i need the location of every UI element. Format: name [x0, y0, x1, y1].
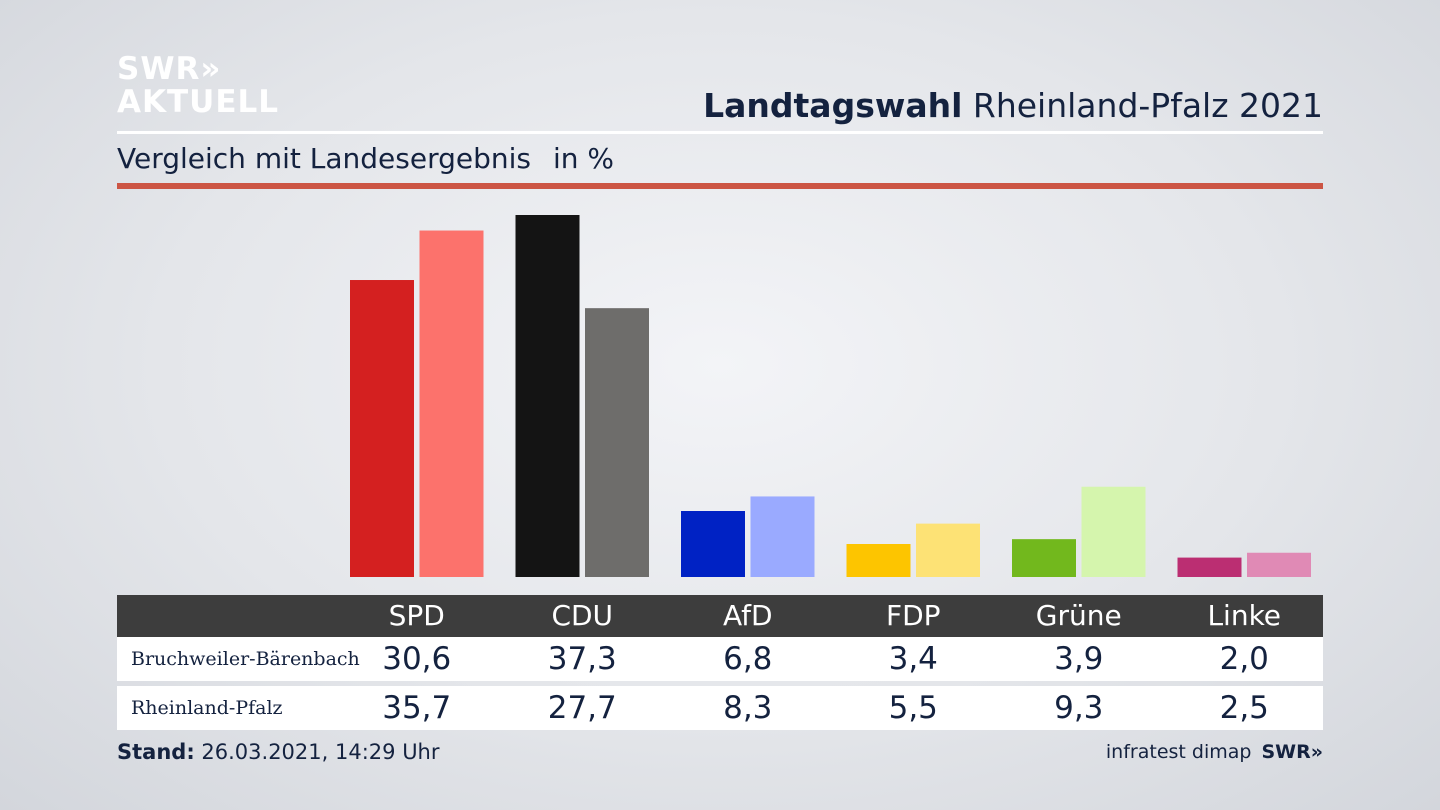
- value-cell: 3,4: [888, 641, 938, 677]
- value-cell: 3,9: [1054, 641, 1104, 677]
- header-divider: [117, 131, 1323, 134]
- value-cell: 8,3: [723, 690, 773, 726]
- logo-line-2: AKTUELL: [117, 84, 280, 120]
- value-cell: 30,6: [382, 641, 452, 677]
- subtitle-text: Vergleich mit Landesergebnis: [117, 142, 531, 175]
- value-cell: 2,5: [1219, 690, 1269, 726]
- subtitle-unit: in %: [552, 142, 615, 175]
- bar-gr-ne-state: [1081, 486, 1146, 577]
- table-row: Rheinland-Pfalz 35,7 27,7 8,3 5,5 9,3 2,5: [117, 686, 1323, 730]
- party-label: SPD: [388, 599, 445, 632]
- logo-line-1: SWR»: [117, 51, 222, 87]
- stand-value: 26.03.2021, 14:29 Uhr: [201, 740, 440, 764]
- title-rest: Rheinland-Pfalz 2021: [972, 86, 1323, 125]
- source-credit: infratest dimap SWR»: [1106, 741, 1323, 763]
- page-title: Landtagswahl Rheinland-Pfalz 2021: [703, 86, 1323, 125]
- party-label: AfD: [722, 599, 773, 632]
- bar-cdu-local: [515, 215, 580, 577]
- timestamp: Stand: 26.03.2021, 14:29 Uhr: [117, 740, 440, 764]
- party-label: Grüne: [1035, 599, 1122, 632]
- bar-fdp-state: [916, 523, 980, 577]
- bar-spd-state: [419, 230, 484, 578]
- accent-divider: [117, 183, 1323, 189]
- party-label: CDU: [551, 599, 614, 632]
- table-row: Bruchweiler-Bärenbach 30,6 37,3 6,8 3,4 3,9 2…: [117, 637, 1323, 681]
- value-cell: 37,3: [547, 641, 617, 677]
- title-bold: Landtagswahl: [703, 86, 963, 125]
- bar-linke-local: [1177, 557, 1242, 577]
- bar-cdu-state: [585, 308, 649, 577]
- value-cell: 27,7: [547, 690, 617, 726]
- party-label: Linke: [1207, 599, 1282, 632]
- bar-afd-state: [750, 496, 815, 577]
- chart-subtitle: Vergleich mit Landesergebnis in %: [117, 142, 614, 175]
- value-cell: 2,0: [1219, 641, 1269, 677]
- results-table: SPD CDU AfD FDP Grüne Linke Bruchweiler-Bären…: [117, 595, 1323, 730]
- row-label: Rheinland-Pfalz: [131, 697, 283, 719]
- party-label: FDP: [885, 599, 941, 632]
- source-name: infratest dimap: [1105, 741, 1252, 763]
- value-cell: 35,7: [382, 690, 452, 726]
- bar-spd-local: [350, 280, 414, 577]
- swr-aktuell-logo: SWR» AKTUELL: [117, 54, 279, 118]
- bar-gr-ne-local: [1012, 539, 1076, 577]
- row-label: Bruchweiler-Bärenbach: [131, 648, 360, 670]
- bar-fdp-local: [846, 544, 911, 577]
- bar-afd-local: [681, 511, 745, 577]
- value-cell: 9,3: [1054, 690, 1104, 726]
- swr-brand-logo: SWR»: [1261, 741, 1323, 763]
- value-cell: 6,8: [723, 641, 773, 677]
- bar-linke-state: [1247, 552, 1311, 577]
- stand-label: Stand:: [117, 740, 195, 764]
- value-cell: 5,5: [888, 690, 938, 726]
- table-header: SPD CDU AfD FDP Grüne Linke: [117, 595, 1323, 637]
